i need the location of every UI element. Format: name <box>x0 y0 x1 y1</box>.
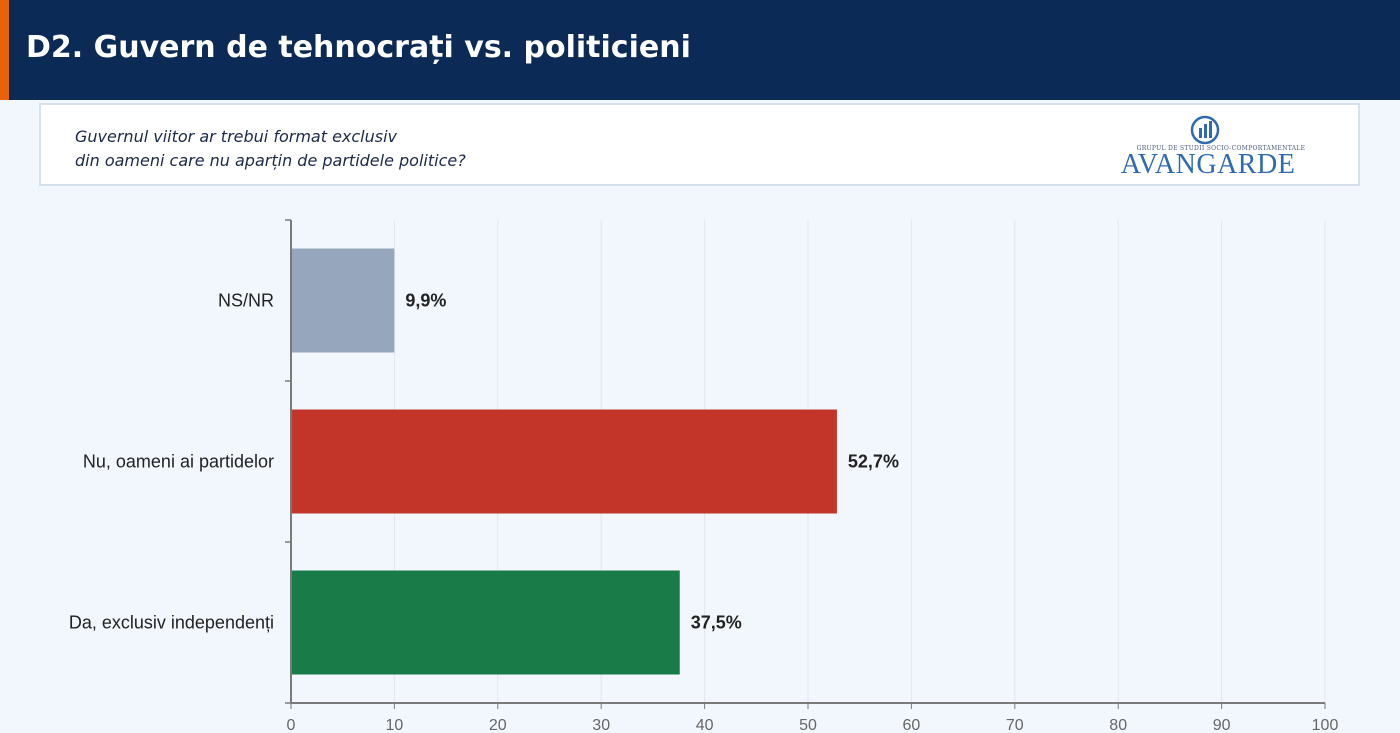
bar <box>292 570 680 675</box>
category-label: Nu, oameni ai partidelor <box>83 452 274 472</box>
data-label: 9,9% <box>405 291 446 311</box>
bar <box>292 409 837 514</box>
question-text: Guvernul viitor ar trebui format exclusi… <box>75 125 466 173</box>
data-label: 37,5% <box>691 613 742 633</box>
x-tick-label: 40 <box>696 717 714 733</box>
question-line-2: din oameni care nu aparțin de partidele … <box>75 151 466 170</box>
logo-name: AVANGARDE <box>1120 149 1296 180</box>
x-tick-label: 60 <box>903 717 921 733</box>
category-label: Da, exclusiv independenți <box>69 613 274 633</box>
page-title: D2. Guvern de tehnocrați vs. politicieni <box>26 30 691 65</box>
header-accent <box>0 0 9 100</box>
logo-emblem-icon <box>1190 115 1220 145</box>
x-tick-label: 90 <box>1213 717 1231 733</box>
question-box: Guvernul viitor ar trebui format exclusi… <box>39 103 1360 186</box>
data-label: 52,7% <box>848 452 899 472</box>
x-tick-label: 100 <box>1312 717 1339 733</box>
x-tick-label: 10 <box>386 717 404 733</box>
x-tick-label: 0 <box>287 717 296 733</box>
x-tick-label: 70 <box>1006 717 1024 733</box>
logo-subtitle: GRUPUL DE STUDII SOCIO-COMPORTAMENTALE <box>1136 145 1306 152</box>
avangarde-logo: GRUPUL DE STUDII SOCIO-COMPORTAMENTALE A… <box>1108 115 1308 180</box>
category-label: NS/NR <box>218 291 274 311</box>
header-bar: D2. Guvern de tehnocrați vs. politicieni <box>0 0 1400 100</box>
question-line-1: Guvernul viitor ar trebui format exclusi… <box>75 127 398 146</box>
x-tick-label: 80 <box>1109 717 1127 733</box>
x-tick-label: 50 <box>799 717 817 733</box>
x-tick-label: 30 <box>592 717 610 733</box>
x-tick-label: 20 <box>489 717 507 733</box>
bar <box>292 248 395 353</box>
